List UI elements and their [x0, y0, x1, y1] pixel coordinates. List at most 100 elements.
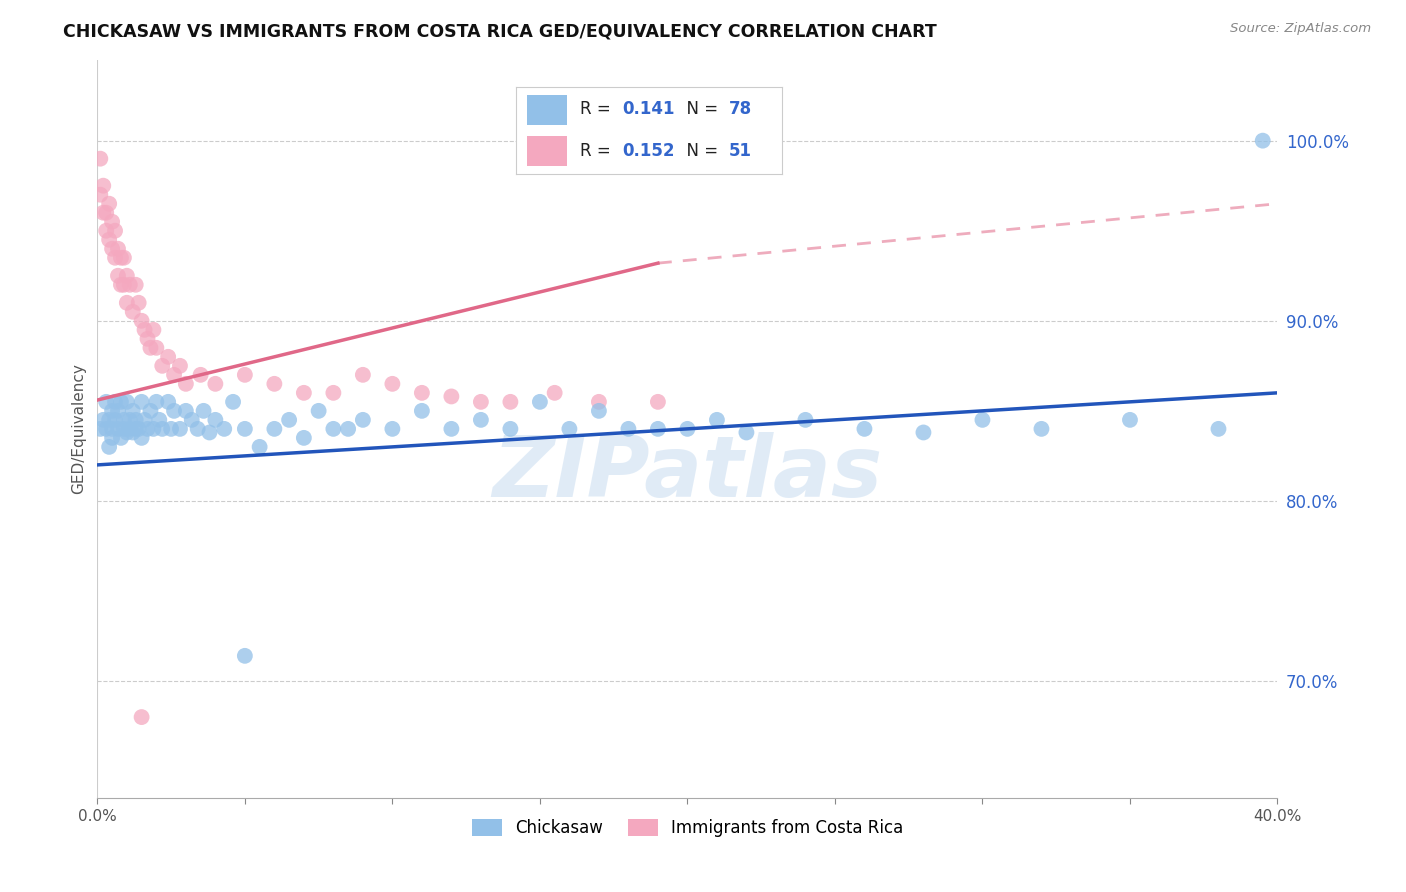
- Point: [233, 422, 256, 436]
- Point: [115, 395, 138, 409]
- Point: [128, 422, 150, 436]
- Point: [131, 395, 153, 409]
- Point: [233, 368, 256, 382]
- Point: [263, 422, 285, 436]
- Point: [121, 425, 143, 440]
- Point: [381, 376, 404, 391]
- Y-axis label: GED/Equivalency: GED/Equivalency: [72, 363, 86, 494]
- Point: [160, 422, 183, 436]
- Point: [676, 422, 699, 436]
- Point: [107, 422, 129, 436]
- Point: [110, 431, 132, 445]
- Point: [150, 422, 173, 436]
- Point: [588, 395, 610, 409]
- Point: [1031, 422, 1053, 436]
- Point: [134, 323, 156, 337]
- Point: [174, 404, 197, 418]
- Point: [136, 422, 159, 436]
- Point: [233, 648, 256, 663]
- Point: [352, 368, 374, 382]
- Point: [558, 422, 581, 436]
- Point: [440, 389, 463, 403]
- Point: [121, 404, 143, 418]
- Point: [139, 404, 162, 418]
- Point: [110, 277, 132, 292]
- Text: CHICKASAW VS IMMIGRANTS FROM COSTA RICA GED/EQUIVALENCY CORRELATION CHART: CHICKASAW VS IMMIGRANTS FROM COSTA RICA …: [63, 22, 936, 40]
- Point: [706, 413, 728, 427]
- Point: [118, 413, 141, 427]
- Point: [1119, 413, 1142, 427]
- Point: [647, 422, 669, 436]
- Point: [134, 413, 156, 427]
- Point: [411, 385, 433, 400]
- Point: [292, 385, 315, 400]
- Point: [142, 422, 165, 436]
- Point: [131, 431, 153, 445]
- Point: [112, 422, 135, 436]
- Point: [470, 413, 492, 427]
- Point: [148, 413, 170, 427]
- Point: [249, 440, 271, 454]
- Point: [118, 277, 141, 292]
- Point: [157, 350, 180, 364]
- Legend: Chickasaw, Immigrants from Costa Rica: Chickasaw, Immigrants from Costa Rica: [463, 810, 911, 846]
- Point: [112, 277, 135, 292]
- Point: [101, 404, 124, 418]
- Point: [112, 251, 135, 265]
- Point: [352, 413, 374, 427]
- Text: ZIPatlas: ZIPatlas: [492, 432, 883, 515]
- Point: [91, 413, 114, 427]
- Point: [110, 395, 132, 409]
- Point: [128, 295, 150, 310]
- Point: [91, 205, 114, 219]
- Point: [125, 277, 148, 292]
- Point: [204, 376, 226, 391]
- Point: [104, 224, 127, 238]
- Point: [104, 251, 127, 265]
- Point: [121, 305, 143, 319]
- Point: [735, 425, 758, 440]
- Point: [337, 422, 360, 436]
- Point: [163, 404, 186, 418]
- Point: [322, 385, 344, 400]
- Point: [174, 376, 197, 391]
- Point: [98, 196, 121, 211]
- Point: [411, 404, 433, 418]
- Point: [145, 395, 167, 409]
- Point: [588, 404, 610, 418]
- Point: [1208, 422, 1230, 436]
- Point: [263, 376, 285, 391]
- Point: [499, 422, 522, 436]
- Point: [107, 268, 129, 283]
- Point: [169, 422, 191, 436]
- Point: [96, 395, 118, 409]
- Point: [89, 422, 111, 436]
- Point: [543, 385, 565, 400]
- Point: [187, 422, 209, 436]
- Point: [98, 233, 121, 247]
- Point: [107, 242, 129, 256]
- Point: [118, 422, 141, 436]
- Point: [529, 395, 551, 409]
- Point: [972, 413, 994, 427]
- Text: Source: ZipAtlas.com: Source: ZipAtlas.com: [1230, 22, 1371, 36]
- Point: [115, 295, 138, 310]
- Point: [101, 215, 124, 229]
- Point: [98, 440, 121, 454]
- Point: [322, 422, 344, 436]
- Point: [157, 395, 180, 409]
- Point: [794, 413, 817, 427]
- Point: [198, 425, 221, 440]
- Point: [136, 332, 159, 346]
- Point: [292, 431, 315, 445]
- Point: [96, 422, 118, 436]
- Point: [131, 314, 153, 328]
- Point: [125, 422, 148, 436]
- Point: [1251, 134, 1274, 148]
- Point: [180, 413, 202, 427]
- Point: [101, 431, 124, 445]
- Point: [131, 710, 153, 724]
- Point: [912, 425, 935, 440]
- Point: [308, 404, 330, 418]
- Point: [440, 422, 463, 436]
